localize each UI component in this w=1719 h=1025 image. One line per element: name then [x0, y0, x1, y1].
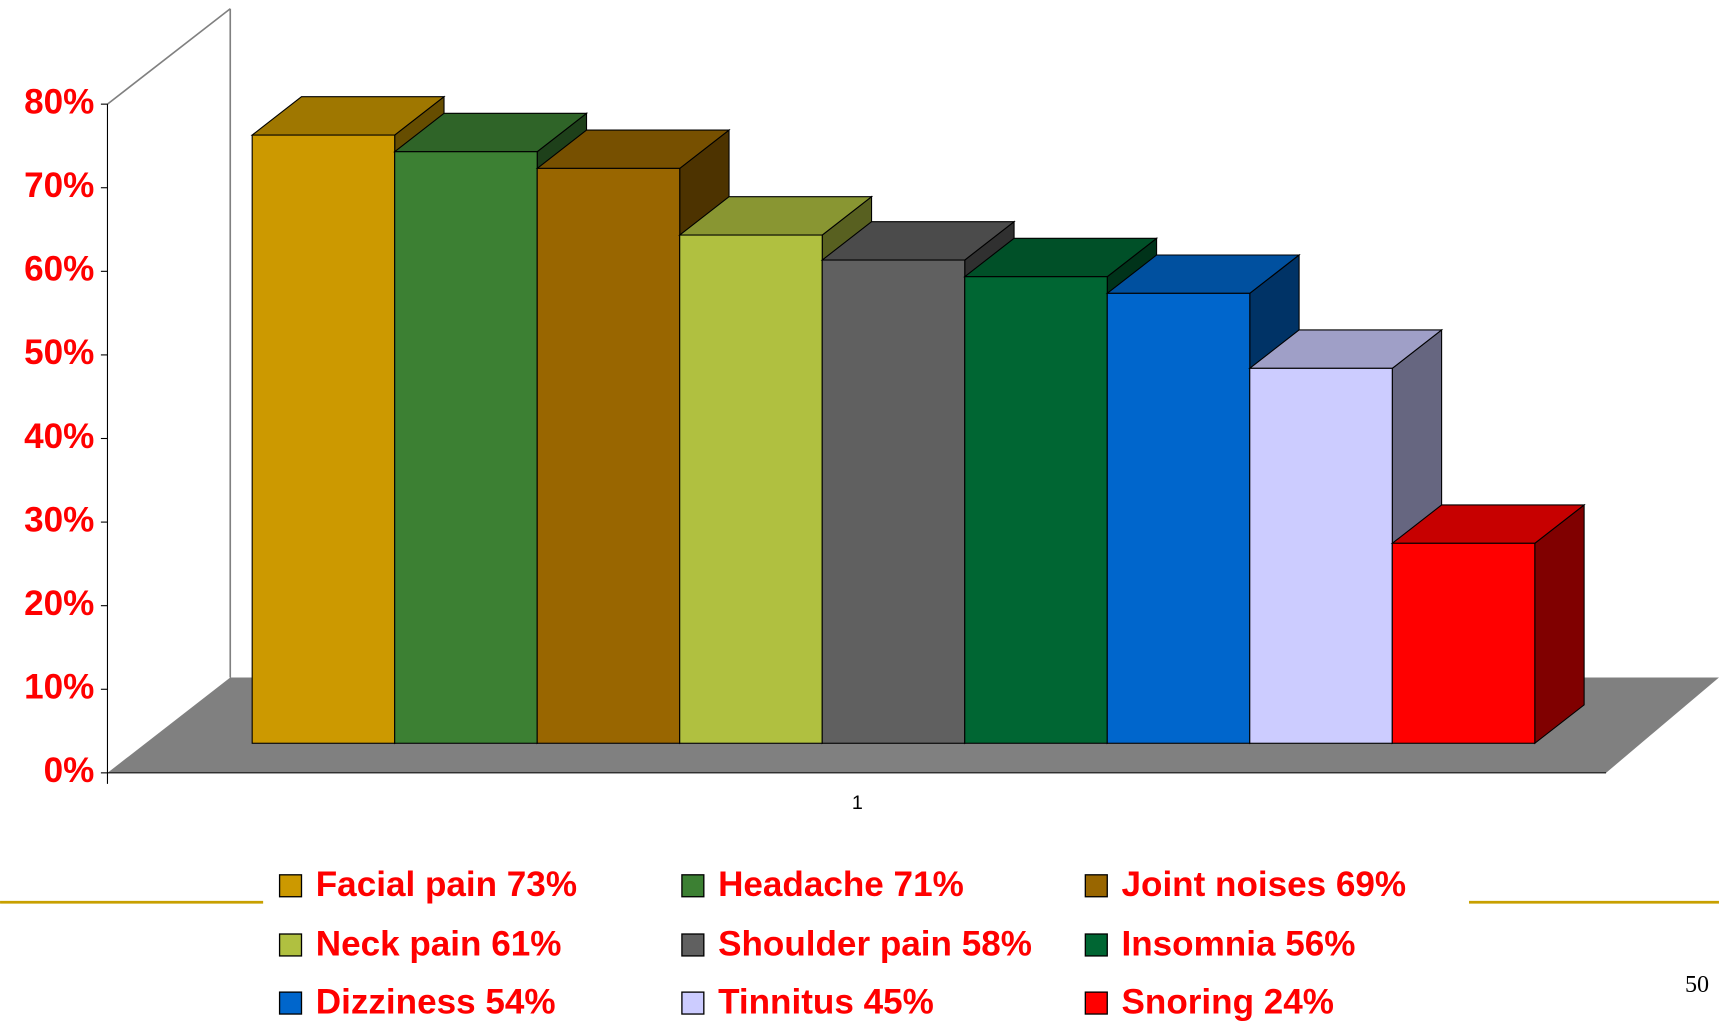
y-tick-label: 30% — [24, 500, 94, 539]
bar — [679, 234, 823, 744]
wall-edge — [106, 8, 231, 105]
bar — [394, 151, 538, 744]
legend-swatch — [278, 874, 303, 898]
y-tick-label: 0% — [44, 751, 95, 790]
bar — [536, 167, 681, 744]
legend-swatch — [278, 933, 303, 957]
slide-number: 50 — [1685, 972, 1709, 998]
y-tick-label: 20% — [24, 584, 94, 623]
legend-swatch — [1084, 991, 1108, 1015]
legend-label: Neck pain 61% — [316, 924, 562, 963]
y-tick-label: 80% — [24, 82, 94, 121]
bar — [251, 134, 396, 744]
legend-swatch — [278, 991, 303, 1015]
legend-label: Tinnitus 45% — [718, 982, 934, 1021]
bar-side — [1534, 503, 1585, 745]
bar — [1391, 542, 1536, 744]
legend-swatch — [681, 874, 705, 898]
y-tick-label: 10% — [24, 668, 94, 707]
legend-label: Joint noises 69% — [1122, 865, 1407, 904]
y-tick-label: 50% — [24, 333, 94, 372]
y-tick-label: 70% — [24, 166, 94, 205]
legend-swatch — [681, 933, 705, 957]
legend-label: Snoring 24% — [1122, 982, 1334, 1021]
legend-label: Insomnia 56% — [1122, 924, 1356, 963]
bar — [1249, 367, 1393, 744]
x-tick-label: 1 — [852, 792, 863, 814]
legend-label: Headache 71% — [718, 865, 964, 904]
legend-swatch — [1084, 874, 1108, 898]
bar — [821, 259, 966, 744]
bar — [964, 276, 1108, 744]
bar — [1106, 292, 1251, 744]
y-tick-label: 60% — [24, 250, 94, 289]
legend-swatch — [1084, 933, 1108, 957]
legend-label: Facial pain 73% — [316, 865, 577, 904]
legend-label: Shoulder pain 58% — [718, 924, 1032, 963]
legend-label: Dizziness 54% — [316, 982, 556, 1021]
legend-swatch — [681, 991, 705, 1015]
y-tick-label: 40% — [24, 417, 94, 456]
